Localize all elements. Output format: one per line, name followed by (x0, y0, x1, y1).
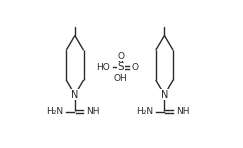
Text: NH: NH (176, 107, 190, 116)
Text: S: S (117, 62, 124, 72)
Text: HO: HO (96, 63, 110, 72)
Text: N: N (161, 90, 168, 100)
Text: O: O (132, 63, 139, 72)
Text: OH: OH (114, 74, 128, 83)
Text: H₂N: H₂N (136, 107, 153, 116)
Text: H₂N: H₂N (46, 107, 63, 116)
Text: NH: NH (87, 107, 100, 116)
Text: O: O (117, 52, 124, 61)
Text: N: N (71, 90, 78, 100)
